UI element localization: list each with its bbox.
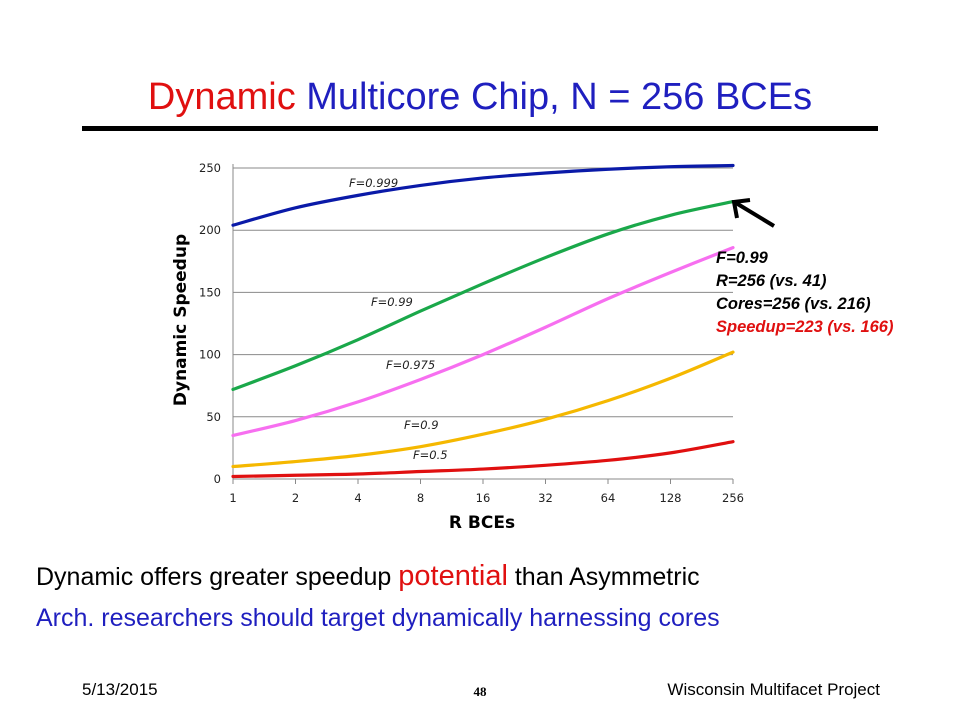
y-tick-label: 200 — [199, 223, 221, 237]
body-line-1-a: Dynamic offers greater speedup — [36, 563, 392, 591]
x-tick-label: 2 — [292, 491, 299, 505]
body-line-1: Dynamic offers greater speedup potential… — [36, 560, 700, 593]
x-tick-label: 16 — [476, 491, 491, 505]
title-accent: Dynamic — [147, 76, 296, 118]
series-line-f-0-999 — [231, 163, 735, 227]
x-tick-label: 64 — [601, 491, 616, 505]
series-line-f-0-5 — [231, 440, 735, 479]
chart-axes — [232, 164, 734, 484]
footer-page-number: 48 — [473, 684, 487, 699]
callout-line-3: Cores=256 (vs. 216) — [716, 295, 871, 313]
callout-line-4: Speedup=223 (vs. 166) — [716, 318, 894, 336]
series-line-f-0-99 — [231, 199, 735, 392]
title-rest: Multicore Chip, N = 256 BCEs — [306, 76, 813, 118]
series-label: F=0.999 — [349, 176, 398, 190]
chart-tick-labels: 0 50 100 150 200 250 1 2 4 8 16 32 64 128 256 — [199, 161, 744, 505]
x-tick-label: 256 — [722, 491, 744, 505]
x-tick-label: 8 — [417, 491, 424, 505]
footer-project: Wisconsin Multifacet Project — [667, 680, 880, 699]
x-tick-label: 1 — [229, 491, 236, 505]
series-line-f-0-9 — [231, 350, 735, 469]
y-tick-label: 250 — [199, 161, 221, 175]
body-line-1-c: than Asymmetric — [514, 563, 700, 591]
y-tick-label: 100 — [199, 348, 221, 362]
body-line-1-emphasis: potential — [398, 560, 508, 592]
slide-title: Dynamic Multicore Chip, N = 256 BCEs — [0, 76, 960, 119]
footer-date: 5/13/2015 — [82, 680, 158, 699]
series-label: F=0.99 — [371, 295, 413, 309]
series-label: F=0.5 — [413, 448, 448, 462]
callout-line-2: R=256 (vs. 41) — [716, 272, 827, 290]
x-tick-label: 128 — [660, 491, 682, 505]
x-axis-label: R BCEs — [449, 513, 515, 533]
series-label: F=0.9 — [404, 418, 439, 432]
body-line-2: Arch. researchers should target dynamica… — [36, 604, 720, 632]
chart-series-lines — [231, 163, 735, 479]
chart-series-labels: F=0.999 F=0.99 F=0.975 F=0.9 F=0.5 — [349, 176, 448, 462]
y-tick-label: 50 — [206, 410, 221, 424]
y-tick-label: 150 — [199, 285, 221, 299]
series-label: F=0.975 — [386, 358, 435, 372]
series-line-f-0-975 — [231, 246, 735, 438]
f099-callout: F=0.99 R=256 (vs. 41) Cores=256 (vs. 216… — [716, 247, 893, 339]
arrow-up-left-icon — [731, 198, 776, 228]
x-tick-label: 32 — [538, 491, 553, 505]
y-tick-label: 0 — [214, 472, 221, 486]
y-axis-label: Dynamic Speedup — [171, 234, 191, 406]
x-tick-label: 4 — [354, 491, 361, 505]
callout-line-1: F=0.99 — [716, 249, 768, 267]
title-underline — [82, 126, 878, 131]
